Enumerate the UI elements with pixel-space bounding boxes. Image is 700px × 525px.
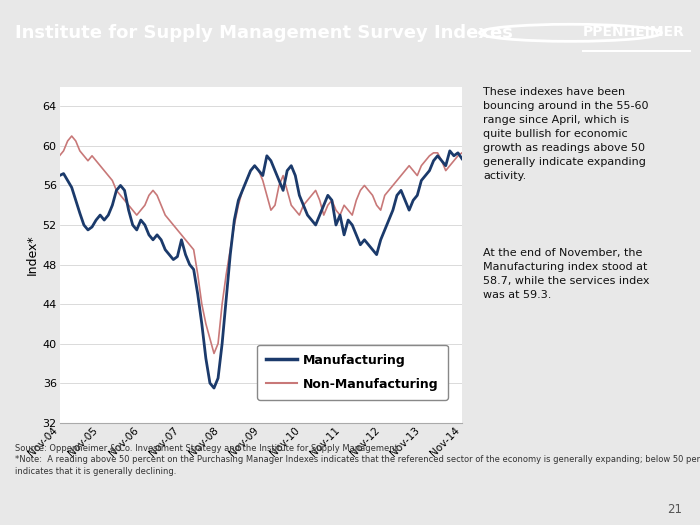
Text: Source: Oppenheimer & Co. Investment Strategy and the Institute for Supply Manag: Source: Oppenheimer & Co. Investment Str… bbox=[15, 444, 700, 476]
Y-axis label: Index*: Index* bbox=[25, 234, 38, 275]
Text: 21: 21 bbox=[668, 502, 682, 516]
Text: PPENHEIMER: PPENHEIMER bbox=[583, 25, 685, 38]
Text: Institute for Supply Management Survey Indexes: Institute for Supply Management Survey I… bbox=[15, 24, 513, 42]
Legend: Manufacturing, Non-Manufacturing: Manufacturing, Non-Manufacturing bbox=[257, 345, 448, 400]
Text: These indexes have been
bouncing around in the 55-60
range since April, which is: These indexes have been bouncing around … bbox=[483, 87, 648, 181]
Text: At the end of November, the
Manufacturing index stood at
58.7, while the service: At the end of November, the Manufacturin… bbox=[483, 248, 650, 300]
